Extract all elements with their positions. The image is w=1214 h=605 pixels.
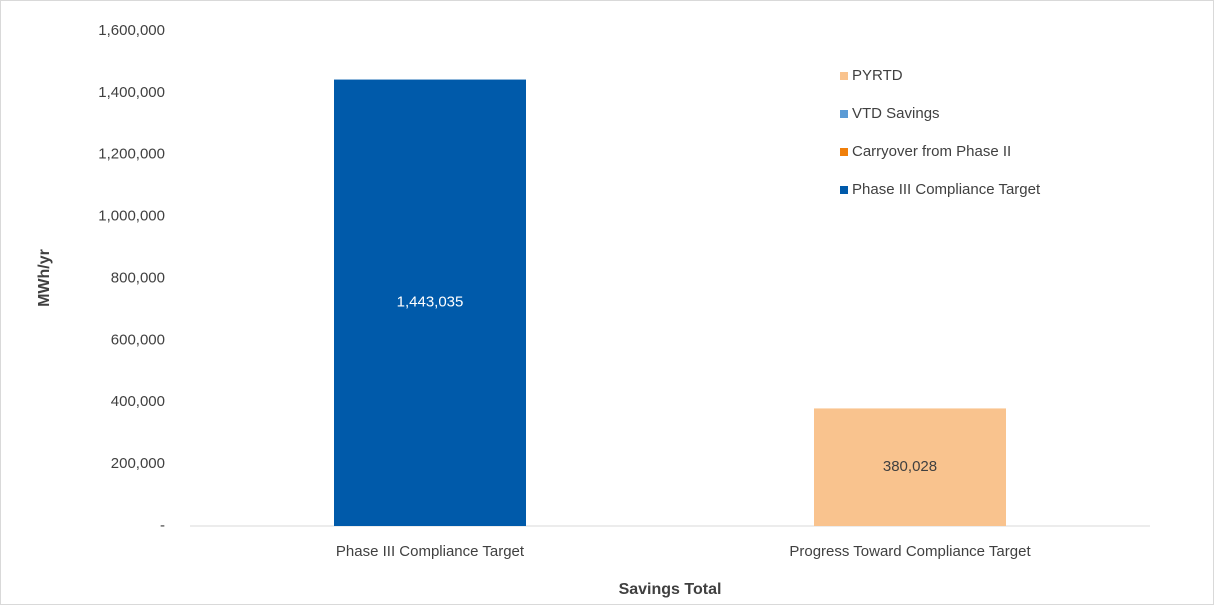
legend-label: Carryover from Phase II — [852, 143, 1011, 160]
legend-swatch — [840, 148, 848, 156]
y-tick-label: 200,000 — [111, 455, 165, 472]
y-axis-title: MWh/yr — [36, 249, 53, 307]
bar-segment — [334, 79, 526, 527]
x-axis-title: Savings Total — [619, 581, 722, 598]
y-tick-label: 400,000 — [111, 393, 165, 410]
y-tick-label: 600,000 — [111, 331, 165, 348]
bar-segment — [814, 408, 1006, 526]
y-tick-label: 1,400,000 — [98, 84, 165, 101]
x-tick-label: Phase III Compliance Target — [336, 543, 525, 560]
data-label: 1,443,035 — [397, 294, 464, 311]
legend-swatch — [840, 110, 848, 118]
legend-label: PYRTD — [852, 67, 903, 84]
y-tick-label: 1,000,000 — [98, 208, 165, 225]
y-tick-label: 1,600,000 — [98, 22, 165, 39]
legend-swatch — [840, 72, 848, 80]
y-tick-label: - — [160, 517, 165, 534]
y-tick-label: 1,200,000 — [98, 146, 165, 163]
x-tick-label: Progress Toward Compliance Target — [789, 543, 1031, 560]
data-label: 380,028 — [883, 458, 937, 475]
legend-label: Phase III Compliance Target — [852, 181, 1041, 198]
legend-label: VTD Savings — [852, 105, 940, 122]
legend-swatch — [840, 186, 848, 194]
y-tick-label: 800,000 — [111, 269, 165, 286]
